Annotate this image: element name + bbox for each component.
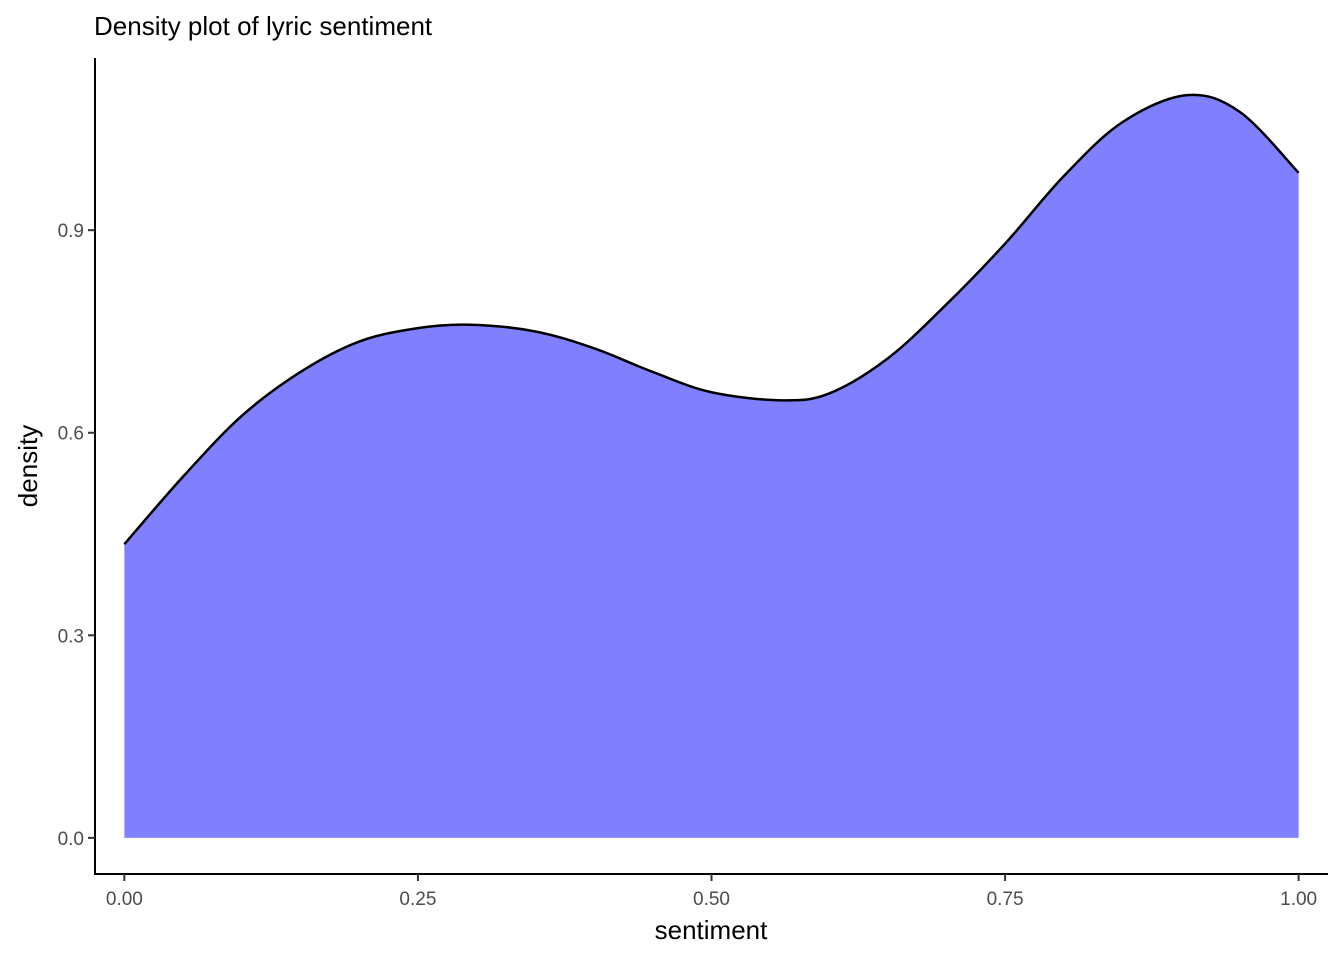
x-tick-label: 0.00 (106, 889, 143, 910)
x-tick-label: 0.25 (399, 889, 436, 910)
y-axis: 0.0 0.3 0.6 0.9 (58, 221, 95, 850)
y-axis-title: density (13, 425, 43, 507)
x-tick-label: 0.75 (987, 889, 1024, 910)
density-line (123, 93, 1300, 545)
density-area (124, 94, 1299, 838)
chart-title: Density plot of lyric sentiment (94, 11, 433, 41)
x-axis: 0.00 0.25 0.50 0.75 1.00 (106, 874, 1317, 910)
x-tick-label: 0.50 (693, 889, 730, 910)
y-tick-label: 0.6 (58, 424, 84, 445)
x-tick-label: 1.00 (1280, 889, 1317, 910)
y-tick-label: 0.0 (58, 829, 84, 850)
y-tick-label: 0.9 (58, 221, 84, 242)
x-axis-title: sentiment (655, 915, 768, 945)
y-tick-label: 0.3 (58, 626, 84, 647)
plot-area (123, 93, 1300, 838)
